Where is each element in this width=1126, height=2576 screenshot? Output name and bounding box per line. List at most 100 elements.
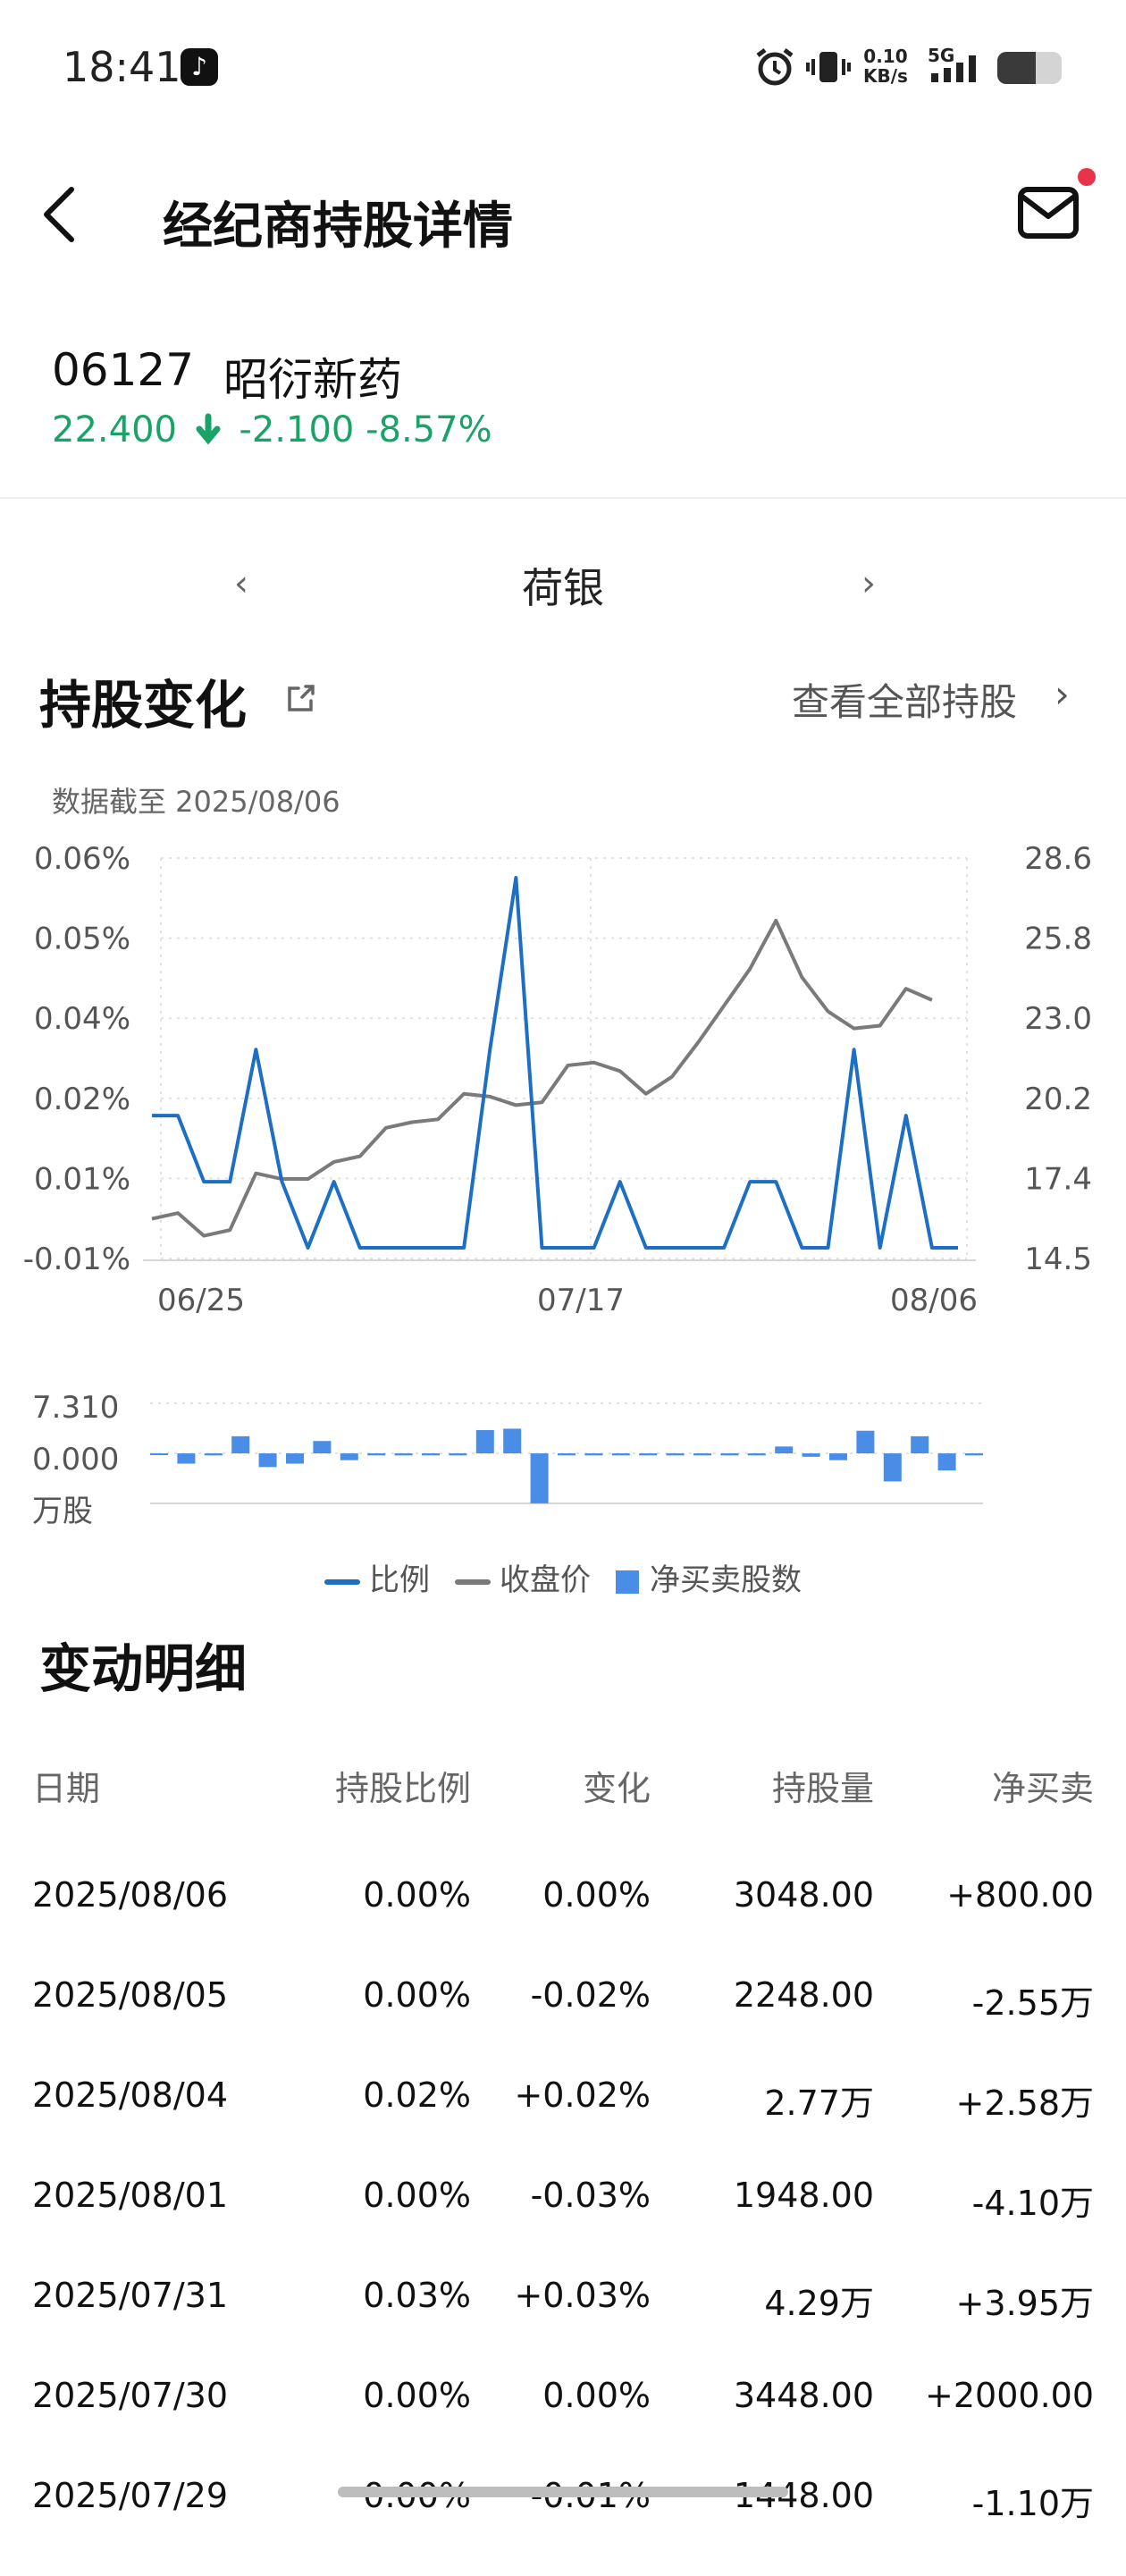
table-cell: 2.77万 — [764, 2084, 874, 2123]
y-axis-right-tick: 17.4 — [1024, 1161, 1092, 1197]
legend-item[interactable]: 比例 — [324, 1555, 430, 1599]
y-axis-right-tick: 23.0 — [1024, 1001, 1092, 1037]
table-cell: +3.95万 — [955, 2284, 1094, 2323]
table-row[interactable]: 2025/08/05 0.00% -0.02% 2248.00 -2.55万 — [0, 1975, 1126, 2075]
bar — [503, 1428, 522, 1453]
y-axis-left-tick: 0.05% — [34, 922, 130, 957]
bar — [802, 1453, 820, 1457]
network-speed-value: 0.10 — [863, 46, 908, 67]
table-cell: +2000.00 — [925, 2376, 1094, 2415]
back-button[interactable] — [32, 179, 86, 250]
table-cell: 0.00% — [542, 1875, 651, 1915]
network-speed: 0.10 KB/s — [863, 46, 908, 86]
bar — [313, 1441, 332, 1453]
table-cell: 2025/07/29 — [32, 2476, 229, 2515]
network-speed-unit: KB/s — [863, 65, 908, 87]
table-cell: 4.29万 — [764, 2284, 874, 2323]
y-axis-right-tick: 25.8 — [1024, 922, 1092, 957]
table-cell: -4.10万 — [971, 2184, 1094, 2223]
table-cell: 0.00% — [363, 2176, 471, 2215]
table-cell: 2025/08/05 — [32, 1975, 229, 2015]
table-cell: 0.00% — [363, 1875, 471, 1915]
stock-change: -2.100 — [239, 409, 355, 450]
bar — [475, 1429, 494, 1453]
broker-name: 荷银 — [522, 564, 604, 612]
table-cell: +800.00 — [946, 1875, 1094, 1915]
legend-item[interactable]: 收盘价 — [455, 1555, 591, 1599]
signal-icon — [931, 55, 976, 82]
chevron-left-icon[interactable]: ‹ — [234, 563, 248, 604]
table-cell: 2025/08/01 — [32, 2176, 229, 2215]
table-cell: +0.02% — [514, 2075, 651, 2115]
bar — [449, 1453, 467, 1456]
chart-legend: 比例 收盘价 净买卖股数 — [0, 1555, 1126, 1599]
legend-swatch — [616, 1570, 639, 1594]
legend-swatch — [324, 1578, 360, 1585]
table-row[interactable]: 2025/08/01 0.00% -0.03% 1948.00 -4.10万 — [0, 2176, 1126, 2276]
bar — [937, 1453, 956, 1471]
y-axis-left-tick: 0.06% — [34, 841, 130, 877]
y-axis-left-tick: -0.01% — [23, 1242, 130, 1277]
status-time: 18:41 — [63, 43, 181, 91]
chevron-right-icon[interactable]: › — [861, 563, 876, 604]
table-cell: -1.10万 — [971, 2484, 1094, 2523]
battery-icon — [997, 52, 1062, 84]
holdings-line-chart: 0.06% 0.05% 0.04% 0.02% 0.01% -0.01% 28.6 25.8 2… — [23, 841, 1092, 1318]
legend-swatch — [455, 1578, 491, 1585]
table-cell: 2025/08/04 — [32, 2075, 229, 2115]
table-row[interactable]: 2025/08/06 0.00% 0.00% 3048.00 +800.00 — [0, 1875, 1126, 1975]
alarm-icon — [756, 48, 794, 86]
bar — [340, 1453, 358, 1461]
x-axis-tick: 08/06 — [890, 1283, 978, 1318]
series-close-price-line — [151, 918, 933, 1238]
bar — [829, 1453, 847, 1461]
legend-item[interactable]: 净买卖股数 — [616, 1555, 802, 1599]
share-icon[interactable] — [282, 681, 318, 717]
x-axis-tick: 07/17 — [537, 1283, 625, 1318]
table-cell: 2025/07/30 — [32, 2376, 229, 2415]
holdings-title: 持股变化 — [39, 675, 248, 736]
bar — [394, 1453, 413, 1456]
table-cell: 2025/08/06 — [32, 1875, 229, 1915]
legend-label: 比例 — [369, 1562, 430, 1598]
table-cell: 0.02% — [363, 2075, 471, 2115]
series-ratio-line — [152, 876, 958, 1250]
table-cell: 0.00% — [542, 2376, 651, 2415]
stock-name: 昭衍新药 — [223, 354, 402, 406]
stock-code: 06127 — [52, 344, 195, 396]
table-cell: +0.03% — [514, 2276, 651, 2315]
mail-button[interactable] — [1015, 182, 1087, 245]
table-row[interactable]: 2025/08/04 0.02% +0.02% 2.77万 +2.58万 — [0, 2075, 1126, 2176]
page-title: 经纪商持股详情 — [163, 198, 513, 256]
arrow-down-icon — [196, 413, 221, 445]
column-header-change: 变化 — [582, 1769, 651, 1808]
bar — [965, 1453, 983, 1456]
table-cell: 1948.00 — [733, 2176, 874, 2215]
y-axis-right-tick: 28.6 — [1024, 841, 1092, 877]
y-axis-left-tick: 0.04% — [34, 1001, 130, 1037]
bar — [231, 1435, 250, 1453]
table-cell: 0.03% — [363, 2276, 471, 2315]
bar — [775, 1446, 794, 1453]
column-header-ratio: 持股比例 — [334, 1769, 471, 1808]
bar — [611, 1453, 630, 1456]
table-row[interactable]: 2025/07/31 0.03% +0.03% 4.29万 +3.95万 — [0, 2276, 1126, 2376]
bar — [422, 1453, 440, 1456]
home-indicator[interactable] — [338, 2487, 788, 2497]
table-cell: -2.55万 — [971, 1983, 1094, 2023]
notification-dot — [1078, 168, 1096, 186]
x-axis-tick: 06/25 — [157, 1283, 245, 1318]
table-row[interactable]: 2025/07/30 0.00% 0.00% 3448.00 +2000.00 — [0, 2376, 1126, 2476]
table-cell: -0.02% — [530, 1975, 651, 2015]
view-all-holdings-link[interactable]: 查看全部持股 — [792, 680, 1018, 724]
chevron-right-icon[interactable]: › — [1055, 672, 1070, 716]
table-cell: 0.00% — [363, 1975, 471, 2015]
tiktok-notification-icon: ♪ — [181, 48, 218, 86]
bar — [666, 1453, 685, 1456]
table-cell: 3448.00 — [733, 2376, 874, 2415]
column-header-shares: 持股量 — [771, 1769, 874, 1808]
table-cell: 3048.00 — [733, 1875, 874, 1915]
table-cell: 2025/07/31 — [32, 2276, 229, 2315]
bar — [693, 1453, 711, 1456]
table-cell: +2.58万 — [955, 2084, 1094, 2123]
